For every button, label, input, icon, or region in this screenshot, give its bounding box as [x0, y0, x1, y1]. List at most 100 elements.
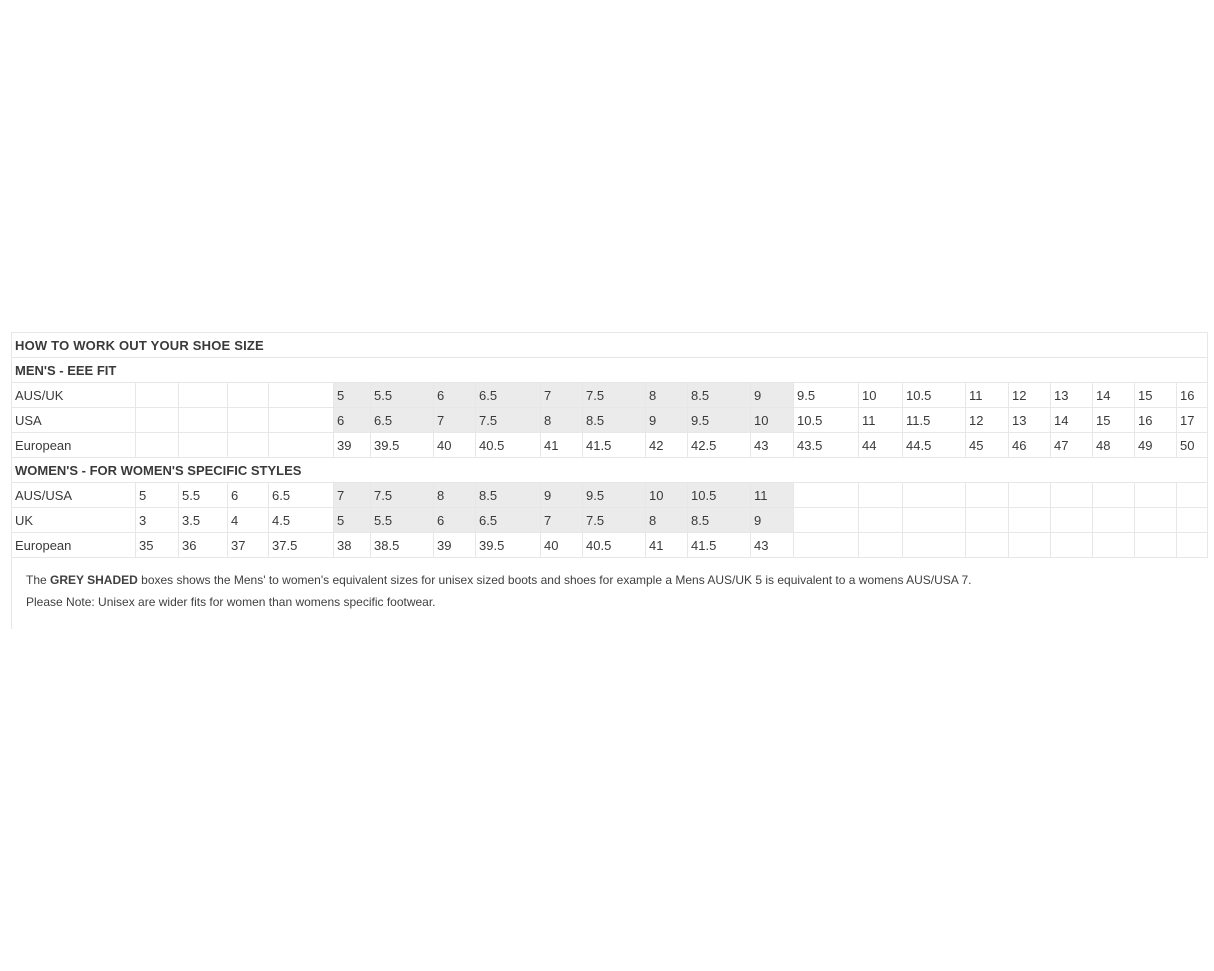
size-cell: 7.5 — [582, 507, 646, 533]
size-cell: 5.5 — [370, 382, 434, 408]
row-label: UK — [11, 507, 136, 533]
size-cell — [135, 382, 179, 408]
size-cell: 40.5 — [475, 432, 541, 458]
section-heading: WOMEN'S - FOR WOMEN'S SPECIFIC STYLES — [10, 457, 1209, 483]
size-cell — [178, 432, 228, 458]
size-cell: 9 — [645, 407, 688, 433]
size-cell — [793, 482, 859, 508]
size-cell: 8 — [645, 382, 688, 408]
size-cell — [1175, 532, 1209, 558]
size-cell: 6.5 — [370, 407, 434, 433]
size-cell: 5 — [333, 507, 371, 533]
size-cell: 7.5 — [582, 382, 646, 408]
size-table-body: HOW TO WORK OUT YOUR SHOE SIZE MEN'S - E… — [10, 332, 1209, 558]
size-row-usa: USA 6 6.5 7 7.5 8 8.5 9 9.5 10 10.5 11 11.5 12 13 14 15 1… — [11, 407, 1209, 433]
size-cell: 41.5 — [582, 432, 646, 458]
size-cell — [965, 482, 1009, 508]
section-heading: MEN'S - EEE FIT — [10, 357, 1209, 383]
size-cell — [227, 432, 269, 458]
size-cell — [1050, 482, 1093, 508]
size-cell: 3.5 — [178, 507, 228, 533]
size-cell: 12 — [1008, 382, 1051, 408]
size-cell: 38.5 — [370, 532, 434, 558]
size-cell: 43.5 — [793, 432, 859, 458]
size-cell: 40 — [540, 532, 583, 558]
title-row: HOW TO WORK OUT YOUR SHOE SIZE — [10, 332, 1209, 358]
size-cell: 7 — [540, 382, 583, 408]
size-cell — [902, 482, 966, 508]
size-cell: 4 — [227, 507, 269, 533]
size-cell — [1008, 482, 1051, 508]
size-cell: 42.5 — [687, 432, 751, 458]
size-cell: 6 — [333, 407, 371, 433]
size-cell: 13 — [1050, 382, 1093, 408]
size-cell: 41 — [540, 432, 583, 458]
size-cell: 10 — [750, 407, 794, 433]
size-cell: 12 — [965, 407, 1009, 433]
size-cell — [135, 407, 179, 433]
size-row-aus-usa: AUS/USA 5 5.5 6 6.5 7 7.5 8 8.5 9 9.5 10 10.5 11 — [11, 482, 1209, 508]
footnote-line-2: Please Note: Unisex are wider fits for w… — [26, 595, 436, 609]
size-cell — [268, 432, 334, 458]
size-cell: 17 — [1175, 407, 1209, 433]
size-cell — [178, 407, 228, 433]
size-row-european: European 35 36 37 37.5 38 38.5 39 39.5 40 40.5 41 41… — [11, 532, 1209, 558]
size-cell: 47 — [1050, 432, 1093, 458]
size-table: HOW TO WORK OUT YOUR SHOE SIZE MEN'S - E… — [10, 332, 1209, 558]
size-cell: 6.5 — [475, 507, 541, 533]
size-cell: 8.5 — [475, 482, 541, 508]
size-cell: 39.5 — [475, 532, 541, 558]
size-cell: 37.5 — [268, 532, 334, 558]
size-cell: 6 — [433, 382, 476, 408]
size-cell — [1175, 482, 1209, 508]
size-cell: 8.5 — [687, 382, 751, 408]
size-cell: 15 — [1092, 407, 1135, 433]
size-cell: 39 — [433, 532, 476, 558]
size-cell: 49 — [1134, 432, 1177, 458]
row-label: European — [11, 532, 136, 558]
size-cell — [965, 507, 1009, 533]
size-cell: 9 — [750, 382, 794, 408]
size-cell: 45 — [965, 432, 1009, 458]
size-cell: 6 — [227, 482, 269, 508]
size-cell: 41.5 — [687, 532, 751, 558]
size-cell — [793, 507, 859, 533]
size-cell: 4.5 — [268, 507, 334, 533]
size-cell — [1092, 507, 1135, 533]
size-cell: 5 — [333, 382, 371, 408]
size-cell: 9 — [750, 507, 794, 533]
footnote: The GREY SHADED boxes shows the Mens' to… — [11, 558, 1207, 629]
size-cell: 16 — [1134, 407, 1177, 433]
size-cell: 9.5 — [687, 407, 751, 433]
size-cell — [1008, 507, 1051, 533]
size-cell: 15 — [1134, 382, 1177, 408]
size-cell: 43 — [750, 532, 794, 558]
size-cell — [858, 507, 903, 533]
size-cell: 10 — [645, 482, 688, 508]
size-cell: 35 — [135, 532, 179, 558]
size-cell: 42 — [645, 432, 688, 458]
size-cell: 6.5 — [475, 382, 541, 408]
size-cell — [858, 532, 903, 558]
size-cell — [902, 532, 966, 558]
size-cell — [1050, 507, 1093, 533]
size-cell: 3 — [135, 507, 179, 533]
size-row-european: European 39 39.5 40 40.5 41 41.5 42 42.5 43 43.5 44… — [11, 432, 1209, 458]
footnote-line-1: The GREY SHADED boxes shows the Mens' to… — [26, 572, 1197, 589]
row-label: AUS/UK — [11, 382, 136, 408]
size-cell — [858, 482, 903, 508]
size-cell: 7.5 — [475, 407, 541, 433]
size-cell: 7.5 — [370, 482, 434, 508]
size-cell — [1008, 532, 1051, 558]
size-cell: 8.5 — [582, 407, 646, 433]
size-cell — [1134, 532, 1177, 558]
size-cell: 10 — [858, 382, 903, 408]
size-guide-panel: HOW TO WORK OUT YOUR SHOE SIZE MEN'S - E… — [10, 332, 1209, 629]
size-cell — [902, 507, 966, 533]
size-cell: 37 — [227, 532, 269, 558]
size-cell — [1050, 532, 1093, 558]
size-cell — [1175, 507, 1209, 533]
size-cell: 44.5 — [902, 432, 966, 458]
size-cell: 44 — [858, 432, 903, 458]
row-label: European — [11, 432, 136, 458]
